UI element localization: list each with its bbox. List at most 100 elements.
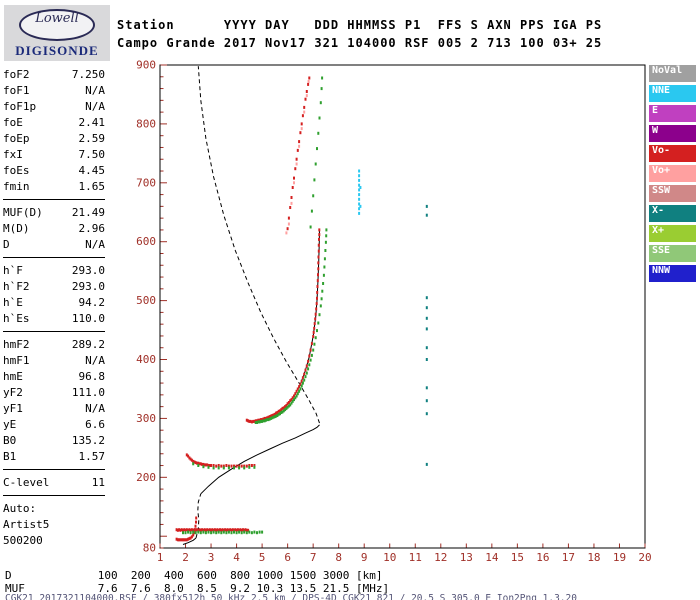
param-value: N/A [85,238,105,251]
legend-item-nne: NNE [649,85,696,102]
param-row: h`F 293.0 [3,263,105,279]
f-2hop-o [286,76,311,231]
param-value: 289.2 [71,338,105,351]
x-axis-label: 3 [208,551,215,564]
y-axis-label: 700 [136,176,156,189]
param-row: B1 1.57 [3,449,105,465]
f-trace-o [245,228,321,424]
y-axis-label: 80 [143,542,156,555]
param-label: hmF2 [3,338,30,351]
profile-topside [197,66,320,424]
x-axis-label: 17 [562,551,575,564]
param-value: 2.41 [78,116,106,129]
param-value: 2.59 [78,132,106,145]
param-row: M(D) 2.96 [3,221,105,237]
x-axis-label: 9 [361,551,368,564]
param-row: Artist5 [3,517,105,533]
param-row: hmF1 N/A [3,353,105,369]
param-label: B1 [3,450,17,463]
x-axis-label: 2 [182,551,189,564]
param-value: 110.0 [71,312,105,325]
x-axis-label: 1 [157,551,164,564]
x-axis-label: 20 [638,551,651,564]
distance-row: D 100 200 400 600 800 1000 1500 3000 [km… [5,569,383,582]
x-axis-label: 16 [536,551,549,564]
param-label: foEs [3,164,30,177]
param-value: N/A [85,354,105,367]
x-axis-label: 19 [613,551,626,564]
separator [3,469,105,470]
param-row: MUF(D) 21.49 [3,205,105,221]
param-label: fxI [3,148,23,161]
param-label: h`E [3,296,23,309]
param-row: foEp 2.59 [3,131,105,147]
profile-bottomside-f [200,424,320,495]
header-field-values: Campo Grande 2017 Nov17 321 104000 RSF 0… [117,36,603,50]
param-label: h`F [3,264,23,277]
rfi-cyan [358,169,362,215]
param-value: 293.0 [71,264,105,277]
param-label: foF1p [3,100,37,113]
logo-oval: Lowell [19,9,95,41]
param-value: 135.2 [71,434,105,447]
param-label: MUF(D) [3,206,43,219]
param-value: 2.96 [78,222,106,235]
param-value: N/A [85,402,105,415]
legend-item-nnw: NNW [649,265,696,282]
f-trace-fit [248,228,320,422]
param-label: foE [3,116,23,129]
param-value: 94.2 [78,296,106,309]
y-axis-label: 600 [136,235,156,248]
param-row: 500200 [3,533,105,549]
es-trace-o [175,528,250,532]
param-value: 7.250 [71,68,105,81]
separator [3,331,105,332]
profile-bottomside-e [182,537,197,545]
param-label: yF2 [3,386,23,399]
param-row: foEs 4.45 [3,163,105,179]
separator [3,257,105,258]
legend-item-vo+: Vo+ [649,165,696,182]
x-axis-label: 6 [284,551,291,564]
logo-lowell-text: Lowell [35,11,79,26]
legend-panel: NoVal NNE E W Vo- Vo+ SSW X- X+ SSE NNW [649,65,697,285]
logo-digisonde-text: DIGISONDE [15,43,99,58]
param-label: 500200 [3,534,43,547]
param-row: h`F2 293.0 [3,279,105,295]
legend-item-sse: SSE [649,245,696,262]
param-row: h`Es 110.0 [3,311,105,327]
param-row: h`E 94.2 [3,295,105,311]
param-value: 1.57 [78,450,106,463]
y-axis-label: 800 [136,117,156,130]
y-axis-label: 200 [136,471,156,484]
legend-item-ssw: SSW [649,185,696,202]
param-label: D [3,238,10,251]
param-value: 7.50 [78,148,106,161]
x-axis-label: 4 [233,551,240,564]
param-label: hmE [3,370,23,383]
param-label: h`F2 [3,280,30,293]
f-2hop-x [309,76,324,229]
param-row: hmE 96.8 [3,369,105,385]
param-row: fmin 1.65 [3,179,105,195]
legend-item-e: E [649,105,696,122]
legend-item-w: W [649,125,696,142]
es-2hop-x [192,462,256,470]
param-row: C-level 11 [3,475,105,491]
x-axis-label: 12 [434,551,447,564]
x-axis-label: 15 [511,551,524,564]
digisonde-logo: Lowell DIGISONDE [4,5,110,61]
legend-item-x-: X- [649,205,696,222]
param-label: fmin [3,180,30,193]
legend-item-noval: NoVal [649,65,696,82]
param-label: M(D) [3,222,30,235]
param-label: C-level [3,476,50,489]
param-row: yE 6.6 [3,417,105,433]
y-axis-label: 900 [136,59,156,72]
param-value: 21.49 [71,206,105,219]
param-label: Artist5 [3,518,50,531]
x-axis-label: 13 [460,551,473,564]
param-label: hmF1 [3,354,30,367]
